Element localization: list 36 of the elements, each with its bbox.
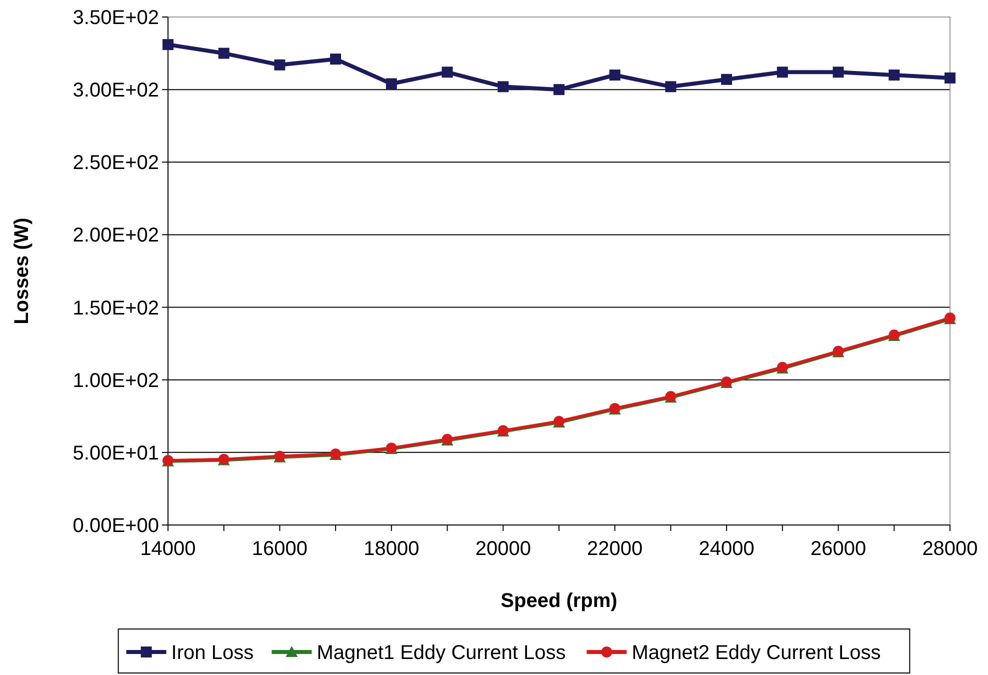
point [274,59,286,70]
x-tick-label: 26000 [810,538,866,560]
legend-label: Magnet2 Eddy Current Loss [632,642,881,664]
y-tick-label: 2.50E+02 [72,152,159,174]
y-tick-label: 1.50E+02 [72,297,159,320]
y-tick-label: 0.00E+00 [72,515,159,537]
point [776,66,788,78]
y-axis-title: Losses (W) [11,218,33,324]
x-tick-label: 16000 [252,538,308,560]
x-tick-label: 24000 [698,538,754,560]
x-tick-label: 18000 [364,538,420,560]
x-axis-title: Speed (rpm) [500,590,618,612]
point [442,66,453,78]
point [162,39,174,50]
point [944,72,956,84]
legend-label: Magnet1 Eddy Current Loss [316,642,566,664]
y-tick-label: 3.50E+02 [72,7,159,29]
point [330,54,342,65]
x-tick-label: 28000 [922,538,978,560]
point [609,70,620,81]
legend-label: Iron Loss [171,642,254,664]
y-tick-label: 1.00E+02 [72,370,159,392]
x-tick-label: 14000 [140,538,196,560]
point [721,74,732,85]
point [218,48,230,59]
point [888,70,900,81]
y-tick-label: 2.00E+02 [72,224,159,247]
point [832,66,844,78]
point [554,84,564,96]
x-tick-label: 20000 [475,538,531,560]
y-tick-label: 5.00E+01 [72,442,159,464]
x-tick-label: 22000 [587,538,643,560]
y-tick-label: 3.00E+02 [72,80,159,102]
point [665,81,676,92]
point [386,78,397,90]
point [498,81,509,92]
